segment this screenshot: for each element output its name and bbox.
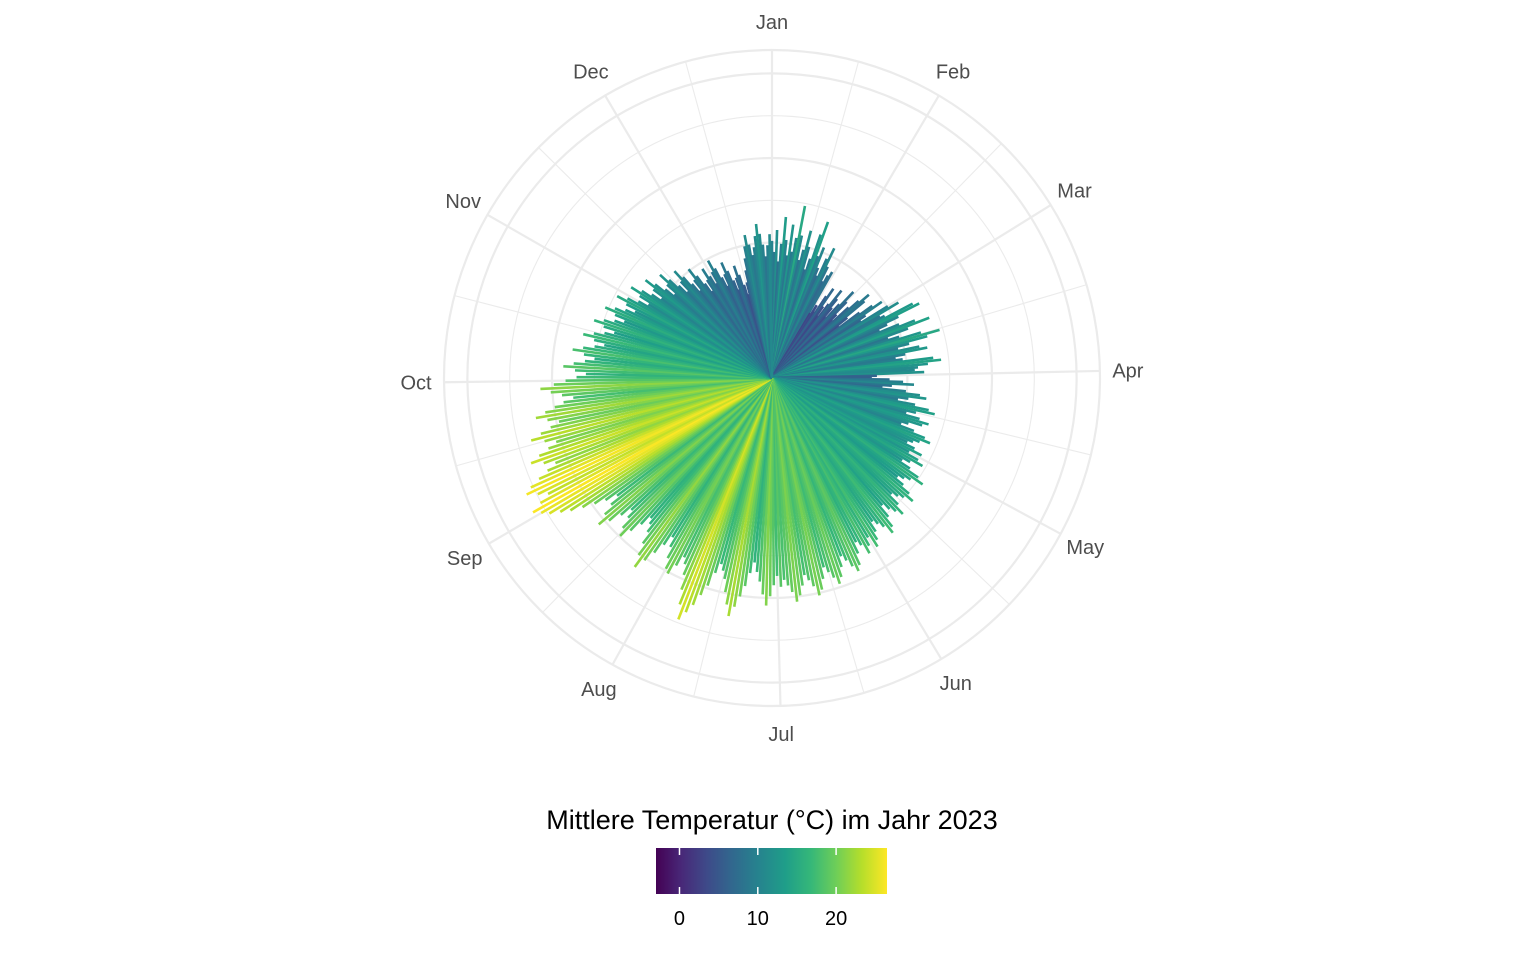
colorbar-legend: Mittlere Temperatur (°C) im Jahr 2023 0 1… <box>546 805 997 930</box>
month-label-sep: Sep <box>447 548 483 570</box>
legend-title: Mittlere Temperatur (°C) im Jahr 2023 <box>546 805 997 835</box>
colorbar-tick-label: 10 <box>747 908 769 930</box>
day-bar <box>768 234 774 379</box>
month-label-feb: Feb <box>936 61 970 83</box>
month-label-jan: Jan <box>756 12 788 34</box>
month-label-apr: Apr <box>1112 360 1143 382</box>
month-label-may: May <box>1066 537 1104 559</box>
month-label-mar: Mar <box>1057 180 1092 202</box>
temperature-bars <box>526 205 942 620</box>
month-label-jun: Jun <box>940 673 972 695</box>
colorbar <box>656 848 887 894</box>
month-label-oct: Oct <box>400 373 432 395</box>
month-label-jul: Jul <box>768 724 794 746</box>
month-label-aug: Aug <box>581 679 617 701</box>
colorbar-tick-label: 0 <box>674 908 685 930</box>
colorbar-ticks: 0 10 20 <box>674 848 847 930</box>
month-labels: Jan Feb Mar Apr May Jun Jul Aug Sep Oct Nov Dec <box>400 12 1143 746</box>
month-label-nov: Nov <box>445 191 481 213</box>
month-label-dec: Dec <box>573 61 609 83</box>
colorbar-tick-label: 20 <box>825 908 847 930</box>
